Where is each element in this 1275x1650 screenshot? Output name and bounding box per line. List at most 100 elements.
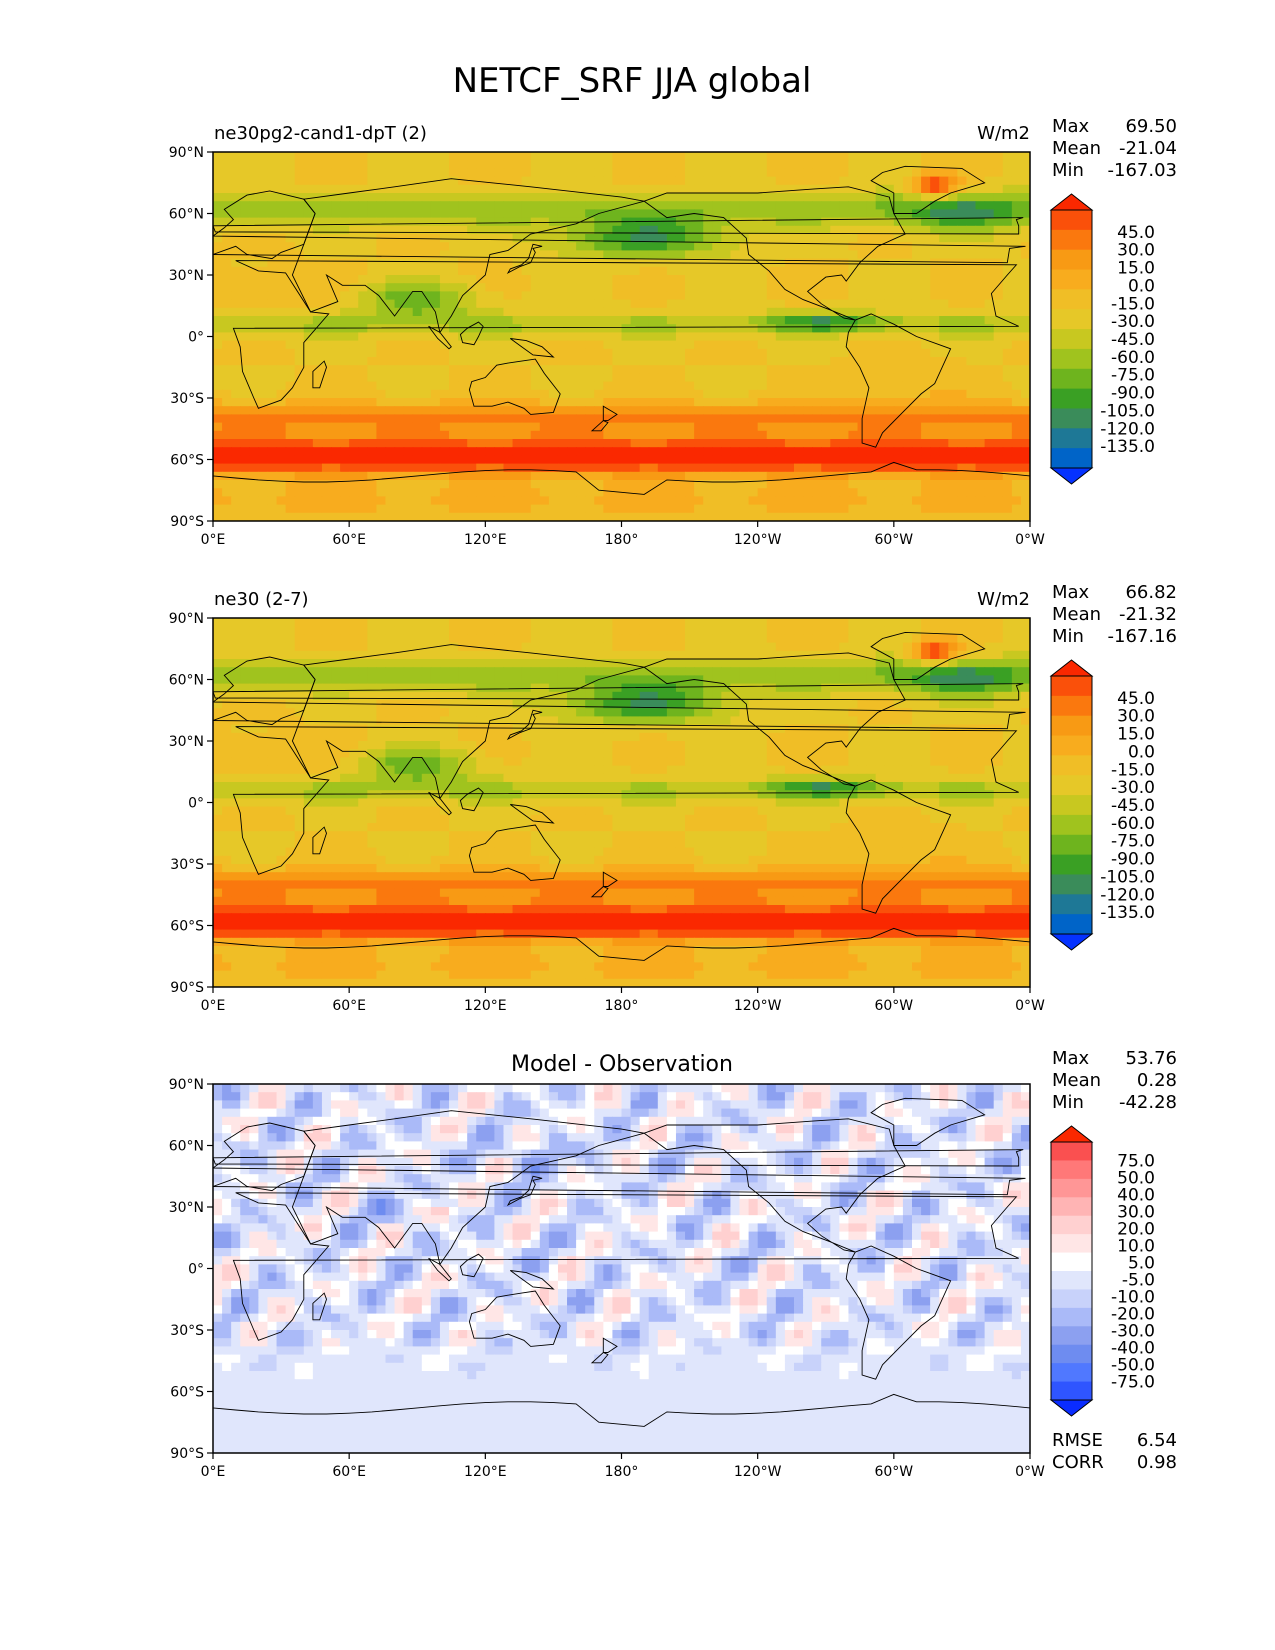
field-cell <box>875 266 886 276</box>
field-cell <box>458 455 468 465</box>
field-cell <box>521 480 532 489</box>
field-cell <box>1020 209 1030 219</box>
field-cell <box>830 381 840 391</box>
field-cell <box>312 691 323 701</box>
field-cell <box>694 234 704 243</box>
field-cell <box>703 234 713 243</box>
field-cell <box>222 234 232 243</box>
field-cell <box>539 266 550 276</box>
field-cell <box>866 373 877 383</box>
field-cell <box>830 618 840 627</box>
field-cell <box>930 348 940 358</box>
field-cell <box>358 193 368 202</box>
field-cell <box>349 357 359 366</box>
field-cell <box>866 406 877 415</box>
field-cell <box>866 659 877 668</box>
field-cell <box>258 667 269 676</box>
field-cell <box>539 430 550 440</box>
field-cell <box>312 447 323 456</box>
field-cell <box>775 659 786 668</box>
field-cell <box>639 168 650 178</box>
field-cell <box>612 471 623 481</box>
field-cell <box>285 307 296 317</box>
field-cell <box>939 340 949 350</box>
field-cell <box>494 691 505 701</box>
field-cell <box>1020 667 1030 676</box>
field-cell <box>902 480 913 489</box>
field-cell <box>821 307 831 317</box>
field-cell <box>812 675 822 685</box>
field-cell <box>385 626 396 635</box>
field-cell <box>331 225 341 235</box>
field-cell <box>485 275 496 284</box>
field-cell <box>276 217 287 227</box>
field-cell <box>839 160 850 169</box>
field-cell <box>476 168 486 178</box>
field-cell <box>775 683 786 693</box>
field-cell <box>839 447 850 456</box>
field-cell <box>258 642 269 652</box>
field-cell <box>231 488 241 497</box>
field-cell <box>594 324 604 333</box>
field-cell <box>975 406 986 415</box>
field-cell <box>530 275 541 284</box>
field-cell <box>430 152 441 161</box>
field-cell <box>439 480 450 489</box>
field-cell <box>249 389 259 399</box>
field-cell <box>394 512 405 521</box>
field-cell <box>358 422 368 432</box>
panel-units: W/m2 <box>977 123 1030 144</box>
field-cell <box>866 463 877 473</box>
field-cell <box>449 373 459 383</box>
field-cell <box>757 250 768 260</box>
field-cell <box>548 463 559 473</box>
field-cell <box>530 184 541 194</box>
field-cell <box>403 291 414 301</box>
field-cell <box>803 618 813 627</box>
field-cell <box>685 373 695 383</box>
field-cell <box>503 152 514 161</box>
field-cell <box>930 512 940 521</box>
field-cell <box>294 184 305 194</box>
field-cell <box>639 176 650 186</box>
field-cell <box>648 266 659 276</box>
field-cell <box>694 340 704 350</box>
field-cell <box>839 618 850 627</box>
field-cell <box>476 332 486 342</box>
field-cell <box>494 504 505 514</box>
field-cell <box>485 659 496 668</box>
field-cell <box>839 634 850 644</box>
field-cell <box>285 184 296 194</box>
field-cell <box>376 430 387 440</box>
field-cell <box>857 398 868 407</box>
field-cell <box>612 250 623 260</box>
field-cell <box>349 626 359 635</box>
field-cell <box>621 414 632 424</box>
field-cell <box>594 291 604 301</box>
field-cell <box>1011 422 1022 432</box>
field-cell <box>1020 430 1030 440</box>
field-cell <box>294 618 305 627</box>
field-cell <box>921 201 931 210</box>
coastline-uk <box>213 217 1024 235</box>
field-cell <box>358 209 368 219</box>
field-cell <box>694 447 704 456</box>
field-cell <box>512 659 523 668</box>
field-cell <box>539 463 550 473</box>
field-cell <box>930 275 940 284</box>
field-cell <box>766 480 777 489</box>
field-cell <box>848 455 859 465</box>
field-cell <box>812 634 822 644</box>
field-cell <box>657 250 668 260</box>
field-cell <box>757 176 768 186</box>
field-cell <box>476 357 486 366</box>
field-cell <box>775 634 786 644</box>
field-cell <box>775 512 786 521</box>
field-cell <box>993 496 1004 506</box>
field-cell <box>812 463 822 473</box>
field-cell <box>648 299 659 309</box>
field-cell <box>930 496 940 506</box>
field-cell <box>430 316 441 325</box>
field-cell <box>839 283 850 292</box>
panel-left-title: ne30pg2-cand1-dpT (2) <box>214 123 427 144</box>
